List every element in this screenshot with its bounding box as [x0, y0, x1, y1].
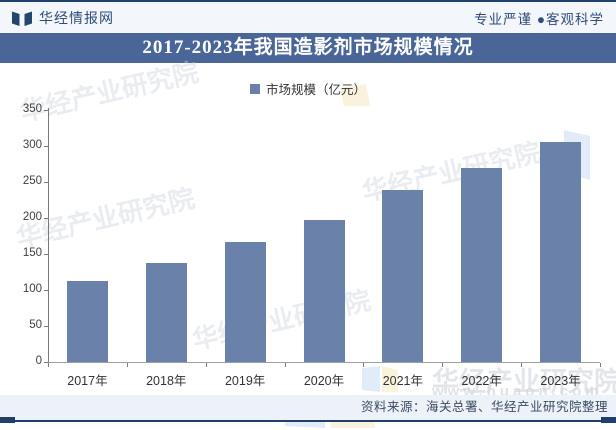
- bar-2021年: [382, 189, 424, 362]
- bar-2020年: [303, 220, 345, 362]
- legend-swatch: [249, 83, 260, 94]
- y-axis-tick-mark: [44, 218, 48, 219]
- bottom-rule: [0, 420, 616, 422]
- y-axis-line: [48, 108, 49, 362]
- brand-name: 华经情报网: [39, 9, 114, 26]
- y-axis-tick-label: 300: [22, 139, 42, 151]
- y-axis-tick-label: 150: [22, 247, 42, 259]
- legend: 市场规模（亿元）: [0, 79, 616, 98]
- x-axis-tick-mark: [363, 363, 365, 367]
- y-axis-tick-label: 100: [22, 283, 42, 295]
- x-axis-tick-mark: [48, 363, 49, 367]
- y-axis-tick-mark: [44, 254, 48, 255]
- x-axis-tick-mark: [284, 363, 286, 367]
- bottom-rule-right-cap: [601, 417, 616, 423]
- footer-source-bar: 资料来源：海关总署、华经产业研究院整理: [0, 395, 616, 420]
- x-axis-category-label: 2019年: [224, 374, 266, 388]
- x-axis-tick-mark: [442, 363, 444, 367]
- bar-2017年: [66, 281, 108, 362]
- chart-title-banner: 2017-2023年我国造影剂市场规模情况: [0, 33, 616, 63]
- x-axis-category-label: 2017年: [67, 374, 108, 388]
- bottom-rule-left-cap: [0, 417, 15, 423]
- y-axis-tick-mark: [44, 326, 48, 327]
- source-text: 资料来源：海关总署、华经产业研究院整理: [360, 400, 608, 414]
- x-axis-tick-mark: [126, 363, 128, 367]
- y-axis-tick-label: 0: [35, 355, 42, 367]
- x-axis-tick-mark: [521, 363, 523, 367]
- x-axis-category-label: 2023年: [540, 374, 581, 388]
- bar-2023年: [540, 142, 582, 362]
- header-bar: 华经情报网 专业严谨 ●客观科学: [0, 2, 616, 33]
- y-axis-tick-mark: [44, 146, 48, 147]
- x-axis-category-label: 2021年: [382, 374, 423, 388]
- top-rule: [0, 0, 616, 2]
- bar-2022年: [461, 167, 503, 362]
- x-axis-category-label: 2018年: [146, 374, 187, 388]
- legend-label: 市场规模（亿元）: [265, 83, 366, 97]
- brand: 华经情报网: [12, 8, 114, 28]
- y-axis-tick-mark: [44, 362, 48, 363]
- huajing-logo-icon: [12, 10, 32, 26]
- y-axis-tick-label: 350: [22, 103, 42, 115]
- header-tagline: 专业严谨 ●客观科学: [474, 11, 604, 27]
- y-axis-tick-mark: [44, 290, 48, 291]
- y-axis-tick-label: 50: [29, 319, 42, 331]
- bar-2019年: [224, 241, 266, 362]
- x-axis-category-label: 2020年: [303, 374, 345, 388]
- y-axis-tick-label: 250: [22, 175, 42, 187]
- x-axis-tick-mark: [600, 363, 601, 367]
- x-axis-tick-mark: [205, 363, 207, 367]
- y-axis-tick-mark: [44, 182, 48, 183]
- x-axis-line: [48, 362, 600, 363]
- x-axis-category-label: 2022年: [461, 374, 502, 388]
- y-axis-tick-mark: [44, 110, 48, 111]
- y-axis-tick-label: 200: [22, 211, 42, 223]
- bar-2018年: [145, 262, 187, 362]
